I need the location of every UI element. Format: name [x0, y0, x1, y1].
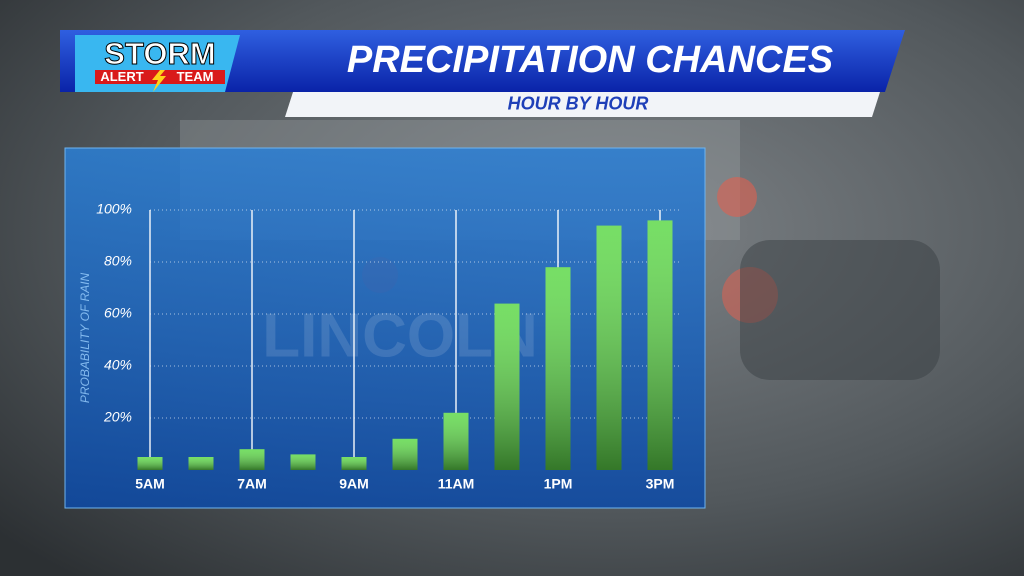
- title-banner: [60, 30, 905, 92]
- x-tick-label: 3PM: [646, 476, 675, 492]
- logo-text: ALERT: [100, 69, 143, 84]
- bar-shade: [239, 449, 265, 470]
- x-tick-label: 9AM: [339, 476, 369, 492]
- watermark: LINCOLN: [262, 301, 538, 370]
- chart-title: PRECIPITATION CHANCES: [347, 39, 833, 81]
- y-tick-label: 60%: [104, 305, 132, 321]
- bar-shade: [188, 457, 214, 470]
- logo-text: TEAM: [177, 69, 214, 84]
- bar-shade: [596, 225, 622, 470]
- y-axis-label: PROBABILITY OF RAIN: [78, 273, 92, 404]
- x-tick-label: 11AM: [438, 476, 475, 492]
- chart-subtitle: HOUR BY HOUR: [508, 93, 649, 113]
- bar-shade: [137, 457, 163, 470]
- x-tick-label: 5AM: [135, 476, 165, 492]
- y-tick-label: 80%: [104, 253, 132, 269]
- bar-shade: [392, 438, 418, 470]
- bar-shade: [443, 412, 469, 470]
- bar-shade: [494, 303, 520, 470]
- logo-text: STORM: [104, 36, 215, 71]
- bar-shade: [647, 220, 673, 470]
- bar-shade: [290, 454, 316, 470]
- logo-bolt: [152, 70, 166, 92]
- y-tick-label: 40%: [104, 357, 132, 373]
- x-tick-label: 1PM: [544, 476, 573, 492]
- background-light: [717, 177, 757, 217]
- y-tick-label: 100%: [96, 201, 132, 217]
- subtitle-banner: [285, 92, 880, 117]
- background-blur: [740, 240, 940, 380]
- bar-shade: [545, 267, 571, 470]
- bar-shade: [341, 457, 367, 470]
- y-tick-label: 20%: [103, 409, 132, 425]
- x-tick-label: 7AM: [237, 476, 267, 492]
